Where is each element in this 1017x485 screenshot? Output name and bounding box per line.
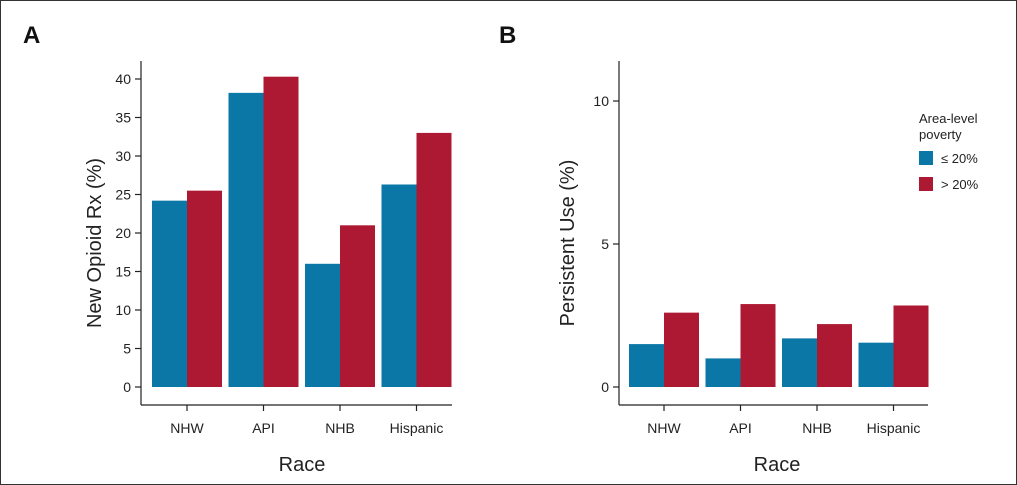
y-tick-label: 10 [115,302,131,318]
y-tick-label: 40 [115,71,131,87]
x-tick-label: Hispanic [867,420,921,436]
x-tick-label: NHB [802,420,832,436]
y-tick-label: 25 [115,187,131,203]
x-tick-label: API [729,420,752,436]
y-tick-label: 15 [115,264,131,280]
x-tick-label: API [252,420,275,436]
y-axis-title: New Opioid Rx (%) [84,158,106,328]
bar-api-series-1 [705,358,741,387]
legend-swatch-2 [919,177,933,191]
legend-label-1: ≤ 20% [941,151,978,166]
y-tick-label: 30 [115,148,131,164]
x-axis-title: Race [279,454,326,476]
y-tick-label: 35 [115,110,131,126]
bar-nhb-series-2 [340,225,375,387]
legend-title-line-2: poverty [919,127,962,142]
bar-nhw-series-1 [152,200,187,387]
bar-hispanic-series-1 [381,184,417,387]
y-tick-label: 0 [601,379,609,395]
y-tick-label: 20 [115,225,131,241]
bar-nhw-series-2 [187,190,222,387]
y-tick-label: 10 [593,93,609,109]
legend-swatch-1 [919,151,933,165]
bar-nhw-series-1 [629,344,664,387]
bar-nhb-series-1 [782,338,817,387]
y-axis-title: Persistent Use (%) [557,160,579,327]
y-tick-label: 5 [601,236,609,252]
bar-nhw-series-2 [664,312,699,387]
bar-api-series-2 [263,76,299,387]
legend-label-2: > 20% [941,177,979,192]
bar-hispanic-series-2 [893,305,929,387]
bar-nhb-series-1 [305,263,340,387]
y-tick-label: 5 [123,341,131,357]
x-tick-label: NHW [647,420,681,436]
bar-api-series-2 [740,304,776,387]
panel-label-a: A [23,22,40,49]
bar-nhb-series-2 [817,324,852,387]
bar-hispanic-series-1 [858,342,894,387]
x-axis-title: Race [754,454,801,476]
x-tick-label: Hispanic [390,420,444,436]
y-tick-label: 0 [123,379,131,395]
x-tick-label: NHB [325,420,355,436]
legend-title-line-1: Area-level [919,111,978,126]
x-tick-label: NHW [170,420,204,436]
bar-hispanic-series-2 [416,132,452,387]
bar-api-series-1 [228,92,264,388]
panel-label-b: B [499,22,516,49]
